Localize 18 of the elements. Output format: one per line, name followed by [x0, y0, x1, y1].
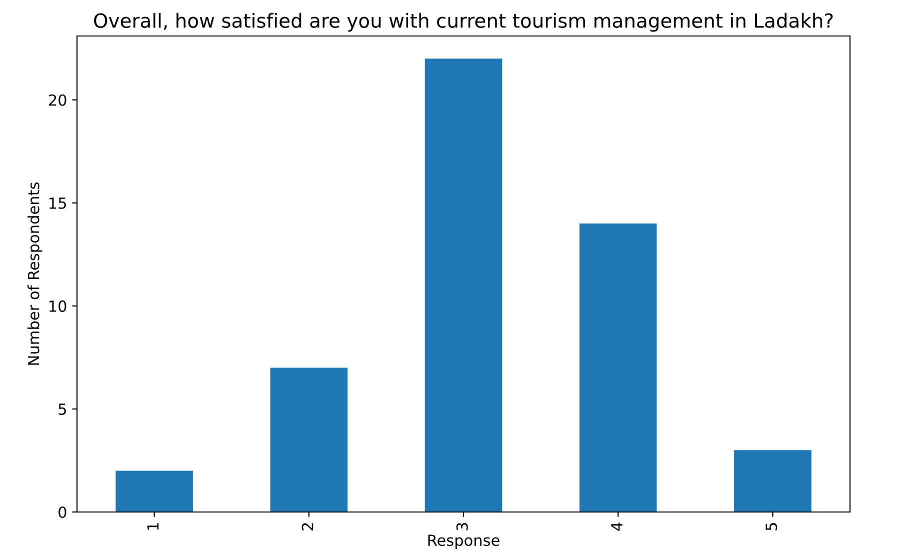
x-axis-title: Response	[428, 534, 500, 550]
y-tick-label: 0	[58, 506, 66, 518]
x-tick-label: 3	[456, 522, 468, 530]
x-tick-label: 5	[766, 523, 778, 530]
x-tick-label: 2	[302, 523, 314, 530]
bar	[116, 470, 193, 512]
y-tick-label: 10	[50, 300, 66, 312]
bar	[424, 58, 502, 512]
y-tick-label: 20	[48, 94, 66, 106]
bar	[579, 224, 657, 512]
x-tick-label: 4	[611, 522, 622, 531]
y-axis-title: Number of Respondents	[27, 182, 42, 365]
x-tick-label: 1	[147, 523, 159, 530]
bar	[734, 450, 812, 512]
bar	[270, 368, 348, 512]
y-tick-label: 5	[58, 404, 66, 415]
chart-title: Overall, how satisfied are you with current tourism management in Ladakh?	[94, 12, 833, 32]
y-tick-label: 15	[50, 198, 66, 209]
